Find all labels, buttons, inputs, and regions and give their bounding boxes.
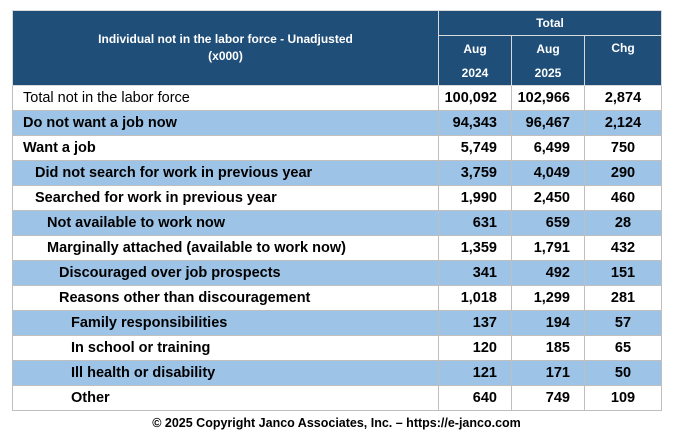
title-line: (x000) (208, 49, 243, 63)
table-body: Total not in the labor force 100,092 102,9… (12, 85, 662, 411)
cell-value: 4,049 (511, 160, 585, 186)
cell-value: 94,343 (438, 110, 512, 136)
cell-value: 137 (438, 310, 512, 336)
cell-value: 28 (584, 210, 662, 236)
table-row: Want a job 5,749 6,499 750 (12, 135, 662, 161)
cell-value: 96,467 (511, 110, 585, 136)
cell-value: 640 (438, 385, 512, 411)
cell-value: 1,359 (438, 235, 512, 261)
cell-value: 5,749 (438, 135, 512, 161)
cell-value: 2,874 (584, 85, 662, 111)
cell-value: 57 (584, 310, 662, 336)
cell-value: 65 (584, 335, 662, 361)
cell-value: 121 (438, 360, 512, 386)
cell-value: 109 (584, 385, 662, 411)
cell-value: 492 (511, 260, 585, 286)
cell-value: 341 (438, 260, 512, 286)
table-head: Individual not in the labor force - Unad… (12, 10, 662, 86)
row-label: Marginally attached (available to work n… (12, 235, 439, 261)
column-label: Chg (611, 41, 635, 55)
table-row: Family responsibilities 137 194 57 (12, 310, 662, 336)
cell-value: 1,990 (438, 185, 512, 211)
row-label: Want a job (12, 135, 439, 161)
cell-value: 151 (584, 260, 662, 286)
cell-value: 102,966 (511, 85, 585, 111)
cell-value: 1,018 (438, 285, 512, 311)
row-label: Total not in the labor force (12, 85, 439, 111)
cell-value: 750 (584, 135, 662, 161)
cell-value: 2,450 (511, 185, 585, 211)
row-label: Family responsibilities (12, 310, 439, 336)
cell-value: 290 (584, 160, 662, 186)
column-header-row: Aug 2024 Aug 2025 Chg (13, 35, 662, 86)
column-year: 2025 (534, 65, 562, 80)
cell-value: 281 (584, 285, 662, 311)
row-label: Other (12, 385, 439, 411)
row-label: Did not search for work in previous year (12, 160, 439, 186)
row-label: Discouraged over job prospects (12, 260, 439, 286)
column-year: 2024 (461, 65, 489, 80)
title-cell: Individual not in the labor force - Unad… (12, 10, 439, 86)
table-wrap: Individual not in the labor force - Unad… (12, 10, 662, 411)
row-label: In school or training (12, 335, 439, 361)
cell-value: 631 (438, 210, 512, 236)
row-label: Ill health or disability (12, 360, 439, 386)
table-row: Did not search for work in previous year… (12, 160, 662, 186)
cell-value: 6,499 (511, 135, 585, 161)
cell-value: 460 (584, 185, 662, 211)
table-row: Other 640 749 109 (12, 385, 662, 411)
row-label: Do not want a job now (12, 110, 439, 136)
table-row: In school or training 120 185 65 (12, 335, 662, 361)
cell-value: 1,299 (511, 285, 585, 311)
cell-value: 120 (438, 335, 512, 361)
data-table: Individual not in the labor force - Unad… (12, 10, 662, 411)
cell-value: 3,759 (438, 160, 512, 186)
row-label: Reasons other than discouragement (12, 285, 439, 311)
table-row: Searched for work in previous year 1,990 2… (12, 185, 662, 211)
footer: © 2025 Copyright Janco Associates, Inc. … (152, 416, 521, 430)
group-header: Total (438, 10, 662, 36)
row-label: Not available to work now (12, 210, 439, 236)
cell-value: 2,124 (584, 110, 662, 136)
cell-value: 1,791 (511, 235, 585, 261)
title-line: Individual not in the labor force - Unad… (98, 32, 353, 46)
table-row: Discouraged over job prospects 341 492 151 (12, 260, 662, 286)
cell-value: 185 (511, 335, 585, 361)
cell-value: 194 (511, 310, 585, 336)
table-row: Do not want a job now 94,343 96,467 2,124 (12, 110, 662, 136)
column-header: Aug 2024 (438, 35, 512, 86)
cell-value: 432 (584, 235, 662, 261)
cell-value: 749 (511, 385, 585, 411)
cell-value: 50 (584, 360, 662, 386)
table-row: Total not in the labor force 100,092 102,9… (12, 85, 662, 111)
table-row: Not available to work now 631 659 28 (12, 210, 662, 236)
column-month: Aug (536, 41, 560, 56)
cell-value: 171 (511, 360, 585, 386)
column-header: Chg (584, 35, 662, 86)
cell-value: 659 (511, 210, 585, 236)
table-row: Ill health or disability 121 171 50 (12, 360, 662, 386)
column-header: Aug 2025 (511, 35, 585, 86)
row-label: Searched for work in previous year (12, 185, 439, 211)
table-row: Reasons other than discouragement 1,018 1,… (12, 285, 662, 311)
column-month: Aug (463, 41, 487, 56)
table-row: Marginally attached (available to work n… (12, 235, 662, 261)
cell-value: 100,092 (438, 85, 512, 111)
